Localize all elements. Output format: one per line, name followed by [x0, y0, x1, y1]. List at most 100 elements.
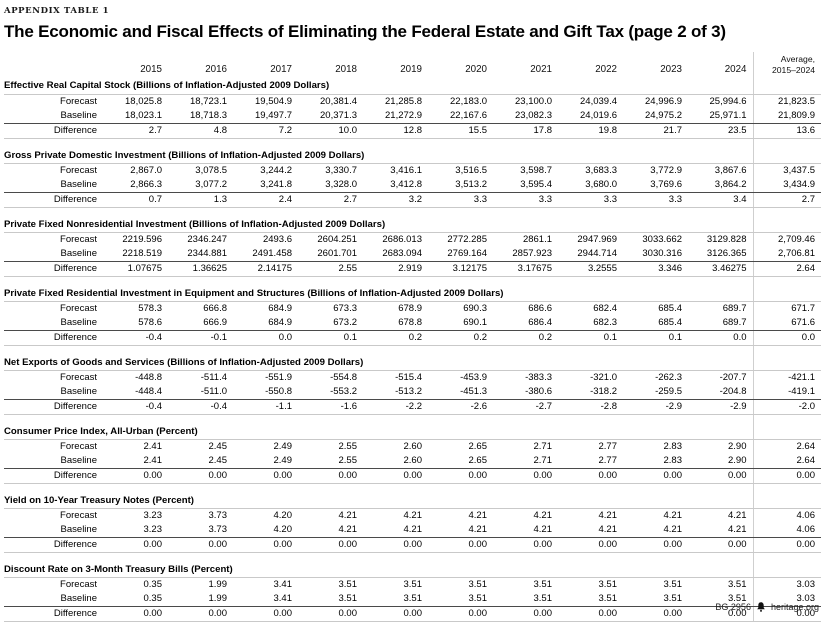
section-header-avg-spacer	[752, 423, 821, 441]
value-cell: 2.60	[363, 454, 428, 470]
value-cell: 17.8	[493, 123, 558, 139]
value-cell: 3,241.8	[233, 177, 298, 193]
year-header-cell: 2019	[400, 63, 422, 75]
value-cell: 24,039.4	[580, 95, 617, 107]
value-cell: 2493.6	[262, 233, 292, 245]
value-cell: 0.0	[688, 330, 753, 346]
appendix-table-label: APPENDIX TABLE 1	[4, 6, 110, 16]
value-cell: 18,723.1	[190, 95, 227, 107]
row-label-cell: Difference	[4, 468, 103, 485]
value-cell: 0.00	[233, 537, 298, 554]
value-cell: 21,285.8	[385, 95, 422, 107]
value-cell: 3.3	[623, 192, 688, 208]
value-cell: 3.23	[103, 523, 168, 539]
value-cell: 690.1	[428, 315, 493, 331]
value-cell: 3.51	[493, 592, 558, 608]
year-header-cell: 2023	[660, 63, 682, 75]
value-cell: 4.21	[663, 510, 683, 522]
value-cell: 3,867.6	[714, 164, 747, 176]
value-cell: -2.9	[688, 399, 753, 415]
value-cell: 2944.714	[558, 246, 623, 262]
average-header-cell: Average, 2015–2024	[752, 52, 821, 79]
value-cell: 0.00	[428, 537, 493, 554]
value-cell: 3.51	[468, 579, 488, 591]
value-cell: 0.00	[428, 606, 493, 622]
value-cell: -453.9	[460, 371, 487, 383]
row-label-cell: Difference	[4, 192, 103, 208]
value-cell: 0.00	[493, 606, 558, 622]
value-cell: 686.4	[493, 315, 558, 331]
value-cell: 4.21	[598, 510, 618, 522]
row-label-cell: Difference	[4, 537, 103, 554]
value-cell: 2.7	[298, 192, 363, 208]
value-cell: 0.00	[103, 537, 168, 554]
value-cell: 3.2555	[558, 261, 623, 277]
spacer-cell	[4, 414, 753, 424]
value-cell: 3,077.2	[168, 177, 233, 193]
value-cell: 685.4	[623, 315, 688, 331]
section-header-row: Gross Private Domestic Investment (Billi…	[4, 147, 821, 164]
value-cell: 3.51	[623, 592, 688, 608]
value-cell: 4.21	[403, 510, 423, 522]
value-cell: 3,516.5	[455, 164, 487, 176]
value-cell: 2947.969	[577, 233, 617, 245]
average-value-cell: -2.0	[752, 399, 821, 415]
value-cell: 685.4	[658, 302, 682, 314]
year-header-cell: 2015	[140, 63, 162, 75]
table-row: Baseline 18,023.1 18,718.3 19,497.7 20,371.3…	[4, 108, 821, 124]
table-row: Baseline 0.35 1.99 3.41 3.51 3.51 3.51 3.51 3.51…	[4, 592, 821, 608]
value-cell: 689.7	[722, 302, 747, 314]
value-cell: 3.3	[493, 192, 558, 208]
value-cell: 4.21	[338, 510, 358, 522]
value-cell: 4.8	[168, 123, 233, 139]
site-link[interactable]: heritage.org	[770, 602, 819, 612]
value-cell: 0.7	[103, 192, 168, 208]
value-cell: -262.3	[655, 371, 682, 383]
value-cell: 3.51	[558, 592, 623, 608]
value-cell: 1.36625	[168, 261, 233, 277]
section-header-avg-spacer	[752, 147, 821, 164]
value-cell: 23,082.3	[493, 108, 558, 124]
value-cell: 18,025.8	[125, 95, 162, 107]
value-cell: 0.00	[363, 537, 428, 554]
value-cell: 0.1	[623, 330, 688, 346]
table-row: Difference -0.4 -0.4 -1.1 -1.6 -2.2 -2.6 -2.7 -2…	[4, 399, 821, 415]
value-cell: 2.55	[298, 261, 363, 277]
economic-effects-table: 2015 2016 2017 2018 2019 2020 2021 2022 2023 2024…	[4, 52, 821, 622]
value-cell: 2686.013	[382, 233, 422, 245]
value-cell: 3,412.8	[363, 177, 428, 193]
table-row: Difference 0.00 0.00 0.00 0.00 0.00 0.00 0.00 0.…	[4, 606, 821, 622]
value-cell: 3,769.6	[623, 177, 688, 193]
year-header-row: 2015 2016 2017 2018 2019 2020 2021 2022 2023 2024…	[4, 52, 821, 79]
value-cell: 3.73	[208, 510, 228, 522]
value-cell: 3.46275	[688, 261, 753, 277]
spacer-avg-cell	[752, 345, 821, 355]
value-cell: -1.6	[298, 399, 363, 415]
section-title: Net Exports of Goods and Services (Billi…	[4, 354, 753, 371]
row-label-cell: Forecast	[60, 302, 97, 314]
value-cell: 2219.596	[122, 233, 162, 245]
value-cell: 1.99	[208, 579, 228, 591]
section-title: Private Fixed Residential Investment in …	[4, 285, 753, 302]
value-cell: 2.90	[728, 441, 747, 453]
value-cell: 673.2	[298, 315, 363, 331]
value-cell: 3,683.3	[585, 164, 617, 176]
value-cell: 2491.458	[233, 246, 298, 262]
spacer-cell	[4, 207, 753, 217]
section-title: Effective Real Capital Stock (Billions o…	[4, 78, 753, 95]
value-cell: 21.7	[623, 123, 688, 139]
value-cell: 3,513.2	[428, 177, 493, 193]
value-cell: 3033.662	[642, 233, 682, 245]
value-cell: 3,078.5	[195, 164, 227, 176]
section-spacer-row	[4, 552, 821, 563]
value-cell: 2.60	[403, 441, 423, 453]
section-header-avg-spacer	[752, 562, 821, 579]
value-cell: 2.49	[233, 454, 298, 470]
value-cell: 3.41	[233, 592, 298, 608]
row-label-cell: Forecast	[60, 233, 97, 245]
value-cell: 0.2	[363, 330, 428, 346]
row-label-cell: Baseline	[4, 384, 103, 400]
row-label-cell: Difference	[4, 399, 103, 415]
section-header-row: Consumer Price Index, All-Urban (Percent…	[4, 423, 821, 441]
value-cell: 15.5	[428, 123, 493, 139]
